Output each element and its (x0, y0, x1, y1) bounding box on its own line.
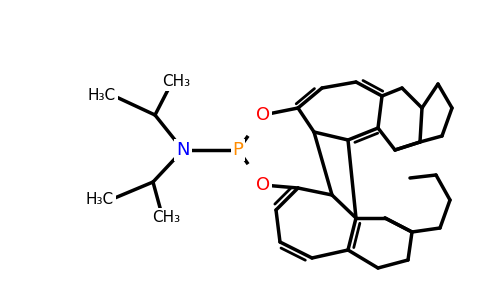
Text: P: P (233, 141, 243, 159)
Text: N: N (176, 141, 190, 159)
Text: H₃C: H₃C (88, 88, 116, 103)
Text: CH₃: CH₃ (162, 74, 190, 89)
Text: O: O (256, 176, 270, 194)
Text: H₃C: H₃C (86, 193, 114, 208)
Text: CH₃: CH₃ (152, 209, 180, 224)
Text: O: O (256, 106, 270, 124)
